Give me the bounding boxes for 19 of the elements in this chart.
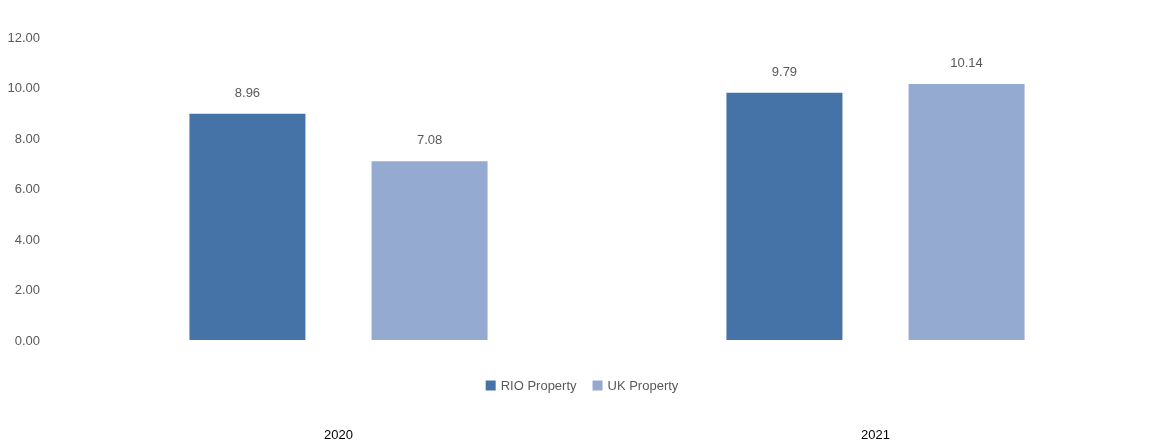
bar [726,92,843,340]
data-label: 10.14 [950,54,983,70]
legend-label: UK Property [607,378,679,393]
y-tick-label: 4.00 [14,231,40,247]
y-tick-label: 0.00 [14,332,40,348]
y-tick-label: 12.00 [7,29,40,45]
bar [908,83,1025,340]
y-tick-label: 6.00 [14,181,40,196]
y-tick-label: 10.00 [7,80,40,95]
data-label: 9.79 [771,63,798,79]
x-tick-label: 2021 [861,427,890,441]
bar [371,161,488,340]
y-tick-label: 2.00 [14,282,40,297]
data-label: 7.08 [416,132,443,148]
bar [189,113,306,340]
data-label: 8.96 [234,84,261,100]
legend-label: RIO Property [500,378,578,393]
y-tick-label: 8.00 [14,130,40,146]
x-tick-label: 2020 [324,427,353,441]
